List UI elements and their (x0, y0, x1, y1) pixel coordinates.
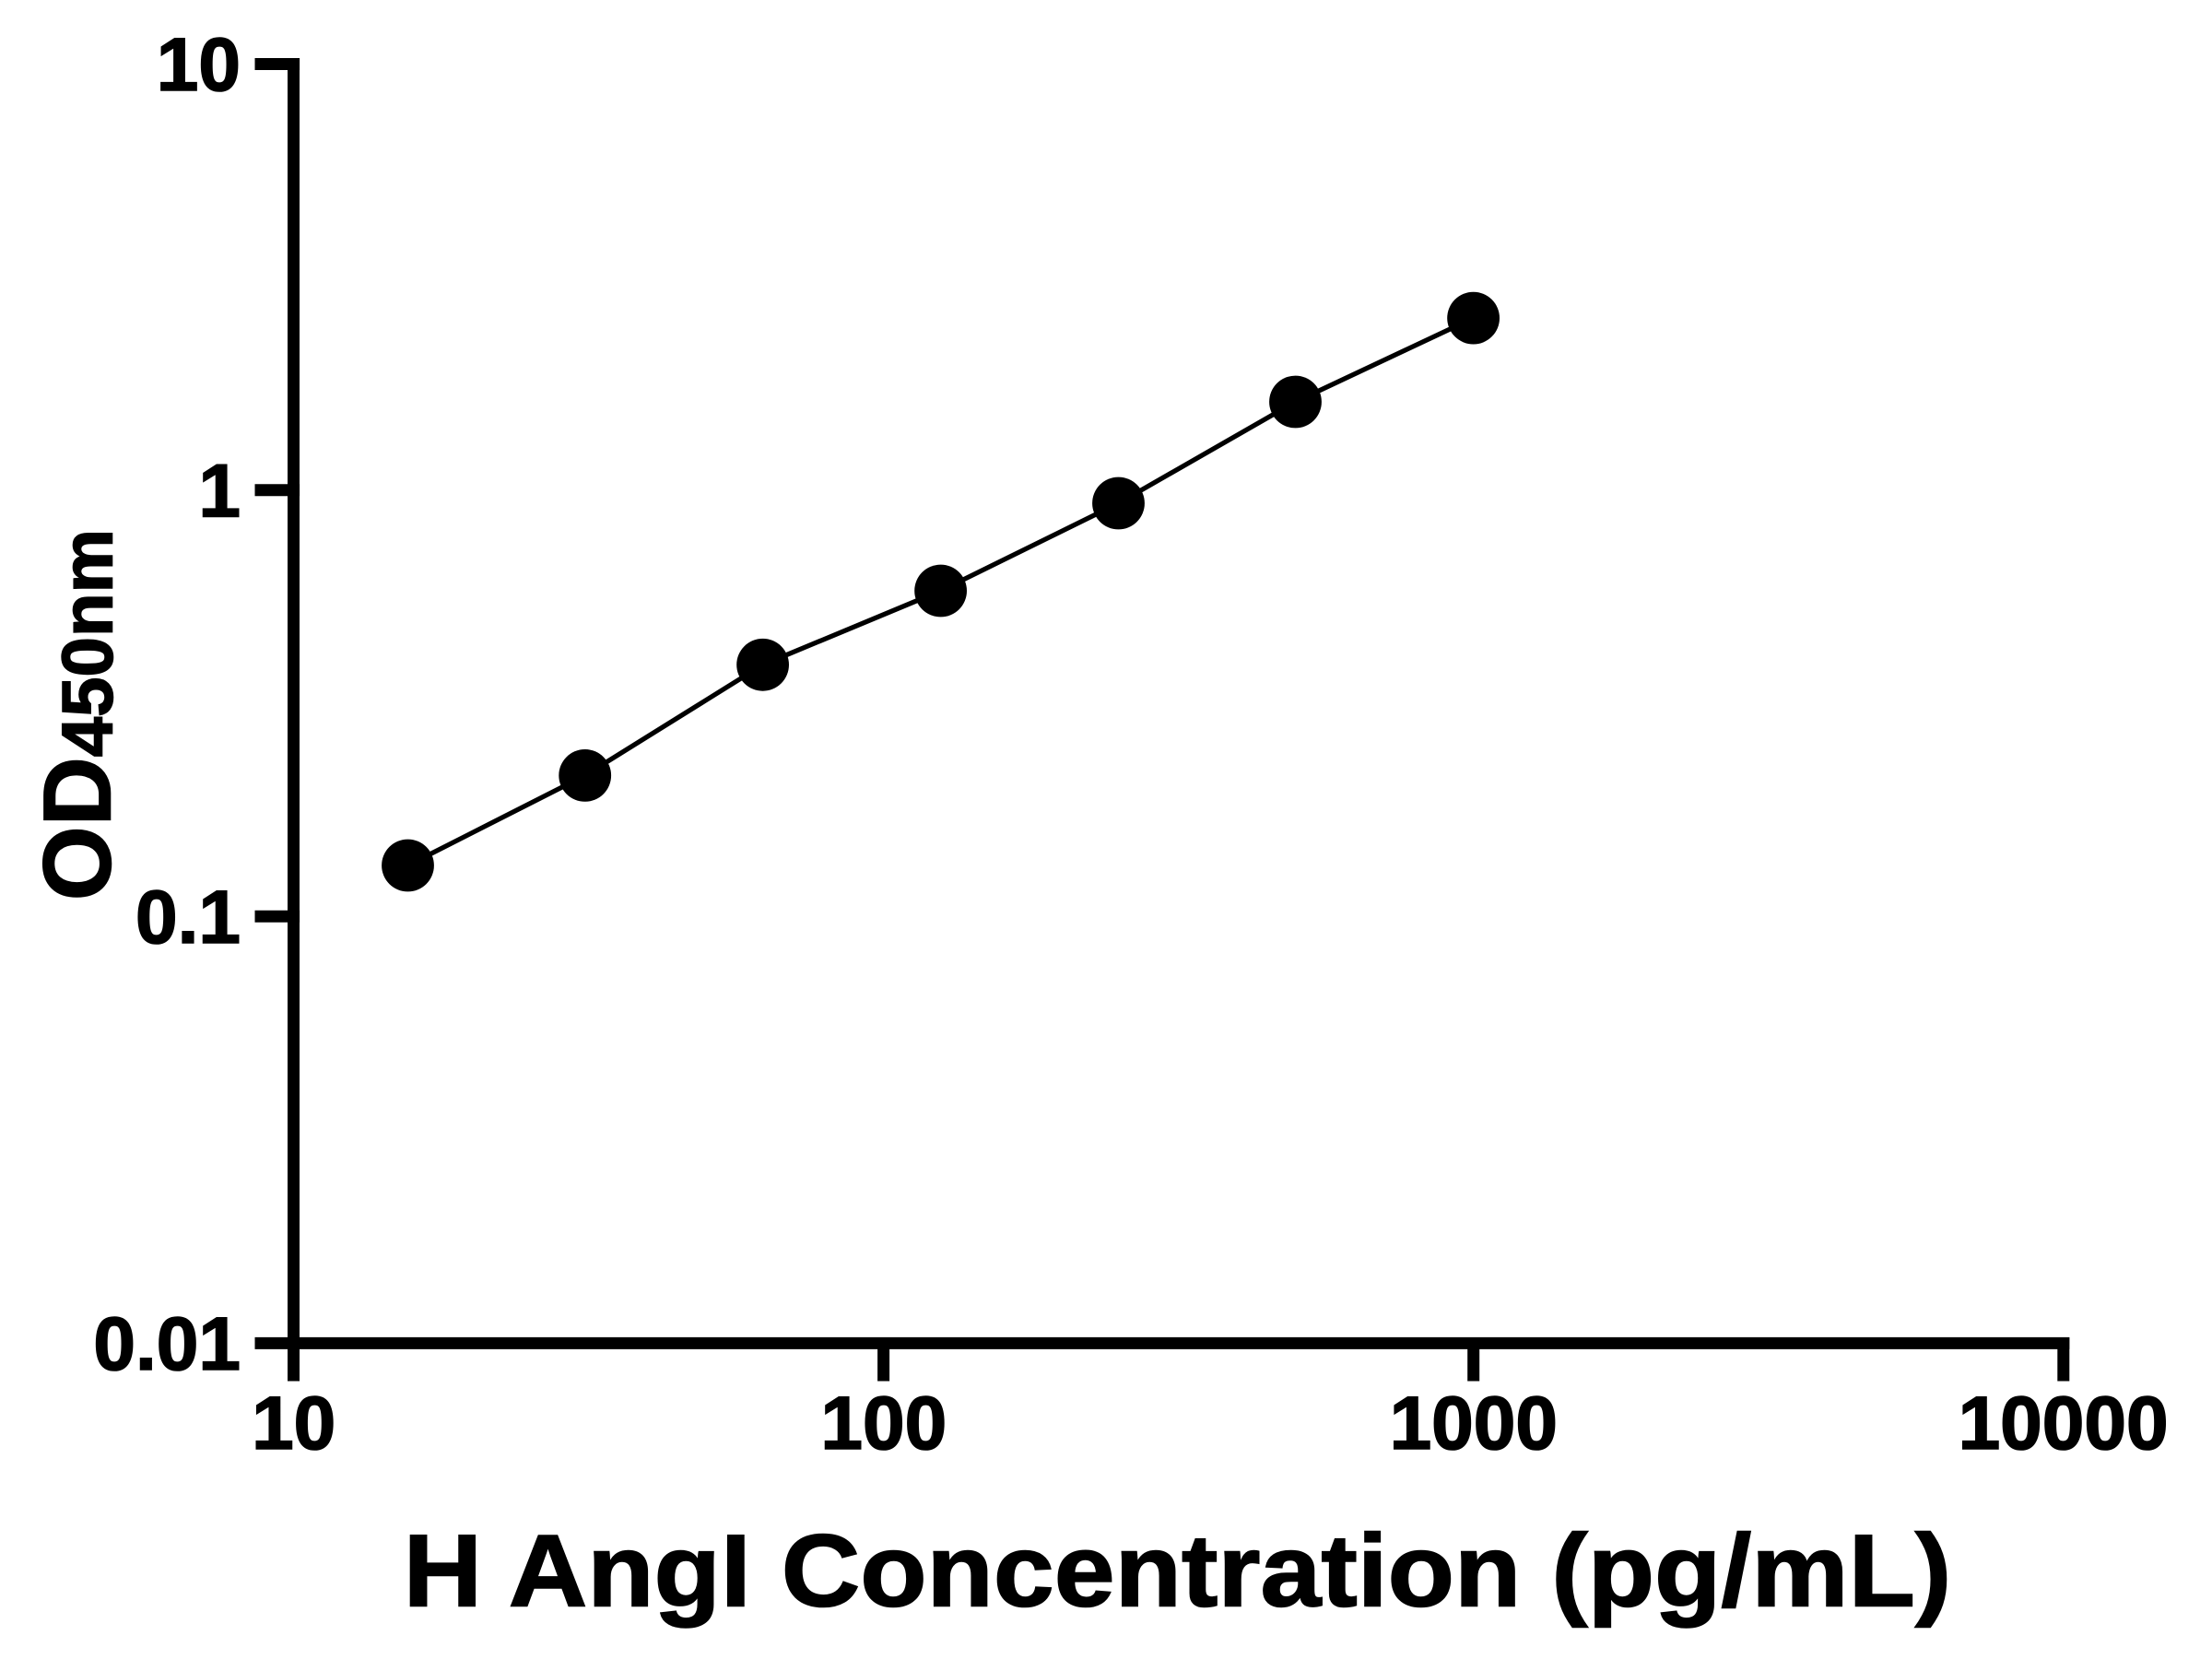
svg-text:1000: 1000 (1390, 1382, 1558, 1465)
svg-text:100: 100 (820, 1382, 947, 1465)
svg-text:10: 10 (252, 1382, 335, 1465)
svg-text:0.01: 0.01 (93, 1302, 241, 1386)
svg-text:10: 10 (157, 23, 241, 107)
svg-text:H AngI Concentration (pg/mL): H AngI Concentration (pg/mL) (404, 1514, 1952, 1629)
svg-text:10000: 10000 (1959, 1382, 2169, 1465)
svg-text:0.1: 0.1 (135, 876, 241, 959)
svg-text:1: 1 (198, 449, 241, 533)
